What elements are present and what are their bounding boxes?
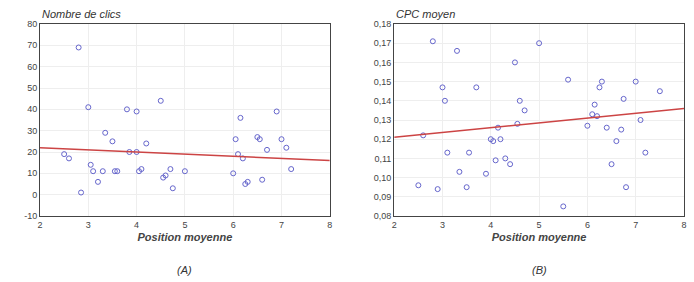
svg-text:0,16: 0,16 <box>374 58 392 68</box>
svg-text:70: 70 <box>27 40 37 50</box>
svg-text:Position moyenne: Position moyenne <box>492 231 587 243</box>
svg-text:0: 0 <box>32 190 37 200</box>
svg-text:30: 30 <box>27 126 37 136</box>
svg-text:6: 6 <box>231 220 236 230</box>
svg-text:6: 6 <box>585 220 590 230</box>
svg-text:0,13: 0,13 <box>374 115 392 125</box>
svg-text:Position moyenne: Position moyenne <box>138 231 233 243</box>
svg-text:0,18: 0,18 <box>374 19 392 29</box>
svg-text:CPC moyen: CPC moyen <box>396 8 455 20</box>
svg-text:-10: -10 <box>24 211 37 221</box>
svg-text:(A): (A) <box>177 264 192 276</box>
svg-text:3: 3 <box>440 220 445 230</box>
svg-text:2: 2 <box>37 220 42 230</box>
svg-text:5: 5 <box>537 220 542 230</box>
svg-text:80: 80 <box>27 19 37 29</box>
svg-text:Nombre de clics: Nombre de clics <box>42 8 121 20</box>
svg-text:8: 8 <box>327 220 332 230</box>
svg-text:50: 50 <box>27 83 37 93</box>
svg-text:0,12: 0,12 <box>374 134 392 144</box>
svg-text:2: 2 <box>392 220 397 230</box>
svg-text:7: 7 <box>633 220 638 230</box>
svg-text:5: 5 <box>182 220 187 230</box>
svg-text:40: 40 <box>27 104 37 114</box>
svg-text:0,15: 0,15 <box>374 77 392 87</box>
svg-text:(B): (B) <box>532 264 547 276</box>
svg-text:60: 60 <box>27 62 37 72</box>
svg-text:0,14: 0,14 <box>374 96 392 106</box>
svg-text:0,09: 0,09 <box>374 192 392 202</box>
svg-text:4: 4 <box>134 220 139 230</box>
svg-text:0,10: 0,10 <box>374 173 392 183</box>
svg-text:0,11: 0,11 <box>375 154 392 164</box>
svg-text:8: 8 <box>681 220 686 230</box>
svg-text:3: 3 <box>86 220 91 230</box>
svg-text:20: 20 <box>27 147 37 157</box>
svg-text:0,17: 0,17 <box>374 38 392 48</box>
svg-text:4: 4 <box>488 220 493 230</box>
svg-text:0,08: 0,08 <box>374 211 392 221</box>
svg-text:10: 10 <box>27 168 37 178</box>
svg-text:7: 7 <box>279 220 284 230</box>
